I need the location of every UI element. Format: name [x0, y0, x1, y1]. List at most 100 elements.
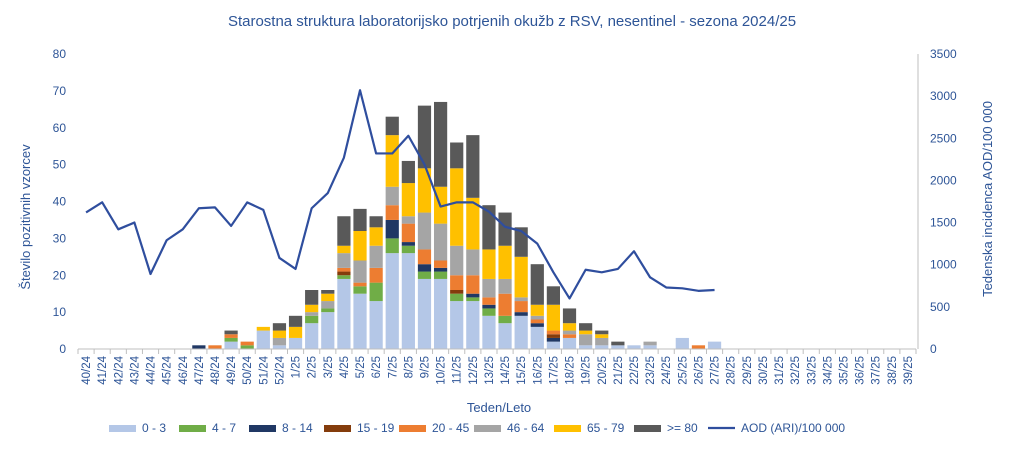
y-tick-label: 50: [53, 158, 67, 172]
legend-swatch: [324, 425, 351, 432]
legend-item: 0 - 3: [109, 421, 166, 435]
bar-segment: [224, 337, 238, 342]
x-tick-label: 37/25: [871, 356, 883, 385]
bar-segment: [224, 334, 238, 338]
x-tick-label: 43/24: [129, 355, 141, 384]
bar-segment: [433, 223, 448, 261]
bar-segment: [546, 334, 561, 338]
y2-tick-label: 2500: [930, 131, 957, 145]
bar-segment: [530, 264, 544, 305]
y2-tick-label: 1000: [930, 258, 957, 272]
bar-segment: [611, 345, 625, 349]
bar-segment: [595, 334, 609, 338]
bar-segment: [240, 341, 254, 346]
legend: 0 - 3 4 - 7 8 - 14 15 - 19 20 - 45 46 - 64 65 …: [109, 421, 845, 435]
x-tick-label: 2/25: [307, 356, 319, 378]
x-tick-label: 6/25: [371, 356, 383, 378]
bar-segment: [562, 308, 577, 324]
x-tick-label: 36/25: [855, 356, 867, 385]
bar-segment: [466, 249, 480, 276]
bar-segment: [337, 278, 351, 349]
bar-segment: [417, 212, 432, 250]
x-tick-label: 9/25: [419, 356, 431, 378]
x-tick-label: 16/25: [532, 356, 544, 385]
incidence-line: [85, 89, 715, 300]
x-tick-label: 8/25: [403, 356, 415, 378]
bar-segment: [401, 223, 415, 243]
x-tick-label: 22/25: [629, 356, 641, 385]
bars: [192, 101, 722, 350]
x-tick-label: 34/25: [822, 356, 834, 385]
bar-segment: [514, 301, 528, 313]
bar-segment: [562, 323, 577, 331]
bar-segment: [401, 183, 415, 217]
bar-segment: [466, 135, 480, 198]
x-axis-label: Teden/Leto: [467, 400, 531, 415]
legend-label: >= 80: [667, 421, 698, 435]
x-tick-label: 30/25: [758, 356, 770, 385]
bar-segment: [305, 315, 319, 324]
y-tick-label: 70: [53, 84, 67, 98]
y-tick-label: 40: [53, 195, 67, 209]
bar-segment: [305, 323, 319, 349]
y-tick-label: 0: [59, 342, 66, 356]
bar-segment: [482, 308, 496, 316]
x-tick-label: 47/24: [194, 355, 206, 384]
bar-segment: [369, 267, 383, 283]
bar-segment: [385, 205, 399, 220]
x-tick-label: 29/25: [742, 356, 754, 385]
bar-segment: [272, 323, 287, 331]
bar-segment: [369, 301, 383, 349]
bar-segment: [353, 231, 367, 261]
bar-segment: [353, 293, 367, 349]
x-tick-label: 48/24: [210, 355, 222, 384]
legend-label: 46 - 64: [507, 421, 545, 435]
bar-segment: [595, 330, 609, 335]
bar-segment: [514, 312, 528, 316]
bar-segment: [401, 160, 415, 184]
right-axis: 0 500 1000 1500 2000 2500 3000 3500: [917, 47, 957, 356]
bar-segment: [546, 337, 561, 342]
bar-segment: [450, 293, 464, 302]
bar-segment: [579, 330, 593, 335]
bar-segment: [224, 341, 238, 350]
legend-swatch: [634, 425, 661, 432]
y-axis-label: Število pozitivnih vzorcev: [18, 144, 33, 290]
bar-segment: [321, 293, 335, 302]
bar-segment: [433, 278, 448, 349]
bar-segment: [546, 304, 561, 331]
bar-segment: [595, 345, 609, 349]
bar-segment: [417, 264, 432, 272]
bar-segment: [595, 337, 609, 346]
bar-segment: [385, 186, 399, 206]
y2-tick-label: 1500: [930, 216, 957, 230]
legend-label: 20 - 45: [432, 421, 470, 435]
chart-title: Starostna struktura laboratorijsko potrj…: [228, 13, 796, 30]
y-tick-label: 30: [53, 231, 67, 245]
bar-segment: [337, 253, 351, 268]
bar-segment: [337, 275, 351, 279]
bar-segment: [385, 253, 399, 350]
bar-segment: [498, 278, 512, 294]
bar-segment: [450, 301, 464, 349]
incidence-line-path: [85, 89, 715, 300]
bar-segment: [450, 245, 464, 276]
bar-segment: [675, 337, 689, 349]
legend-item: 15 - 19: [324, 421, 395, 435]
bar-segment: [433, 267, 448, 272]
x-tick-label: 19/25: [581, 356, 593, 385]
x-tick-label: 17/25: [548, 356, 560, 385]
bar-segment: [385, 116, 399, 136]
bar-segment: [450, 290, 464, 294]
bar-segment: [482, 249, 496, 279]
bar-segment: [482, 315, 496, 349]
bar-segment: [627, 345, 641, 349]
x-tick-label: 10/25: [436, 356, 448, 385]
legend-swatch: [249, 425, 276, 432]
bar-segment: [208, 345, 222, 349]
bar-segment: [546, 341, 561, 350]
bar-segment: [385, 135, 399, 187]
bar-segment: [466, 293, 480, 298]
bar-segment: [498, 245, 512, 279]
x-tick-label: 11/25: [452, 356, 464, 384]
